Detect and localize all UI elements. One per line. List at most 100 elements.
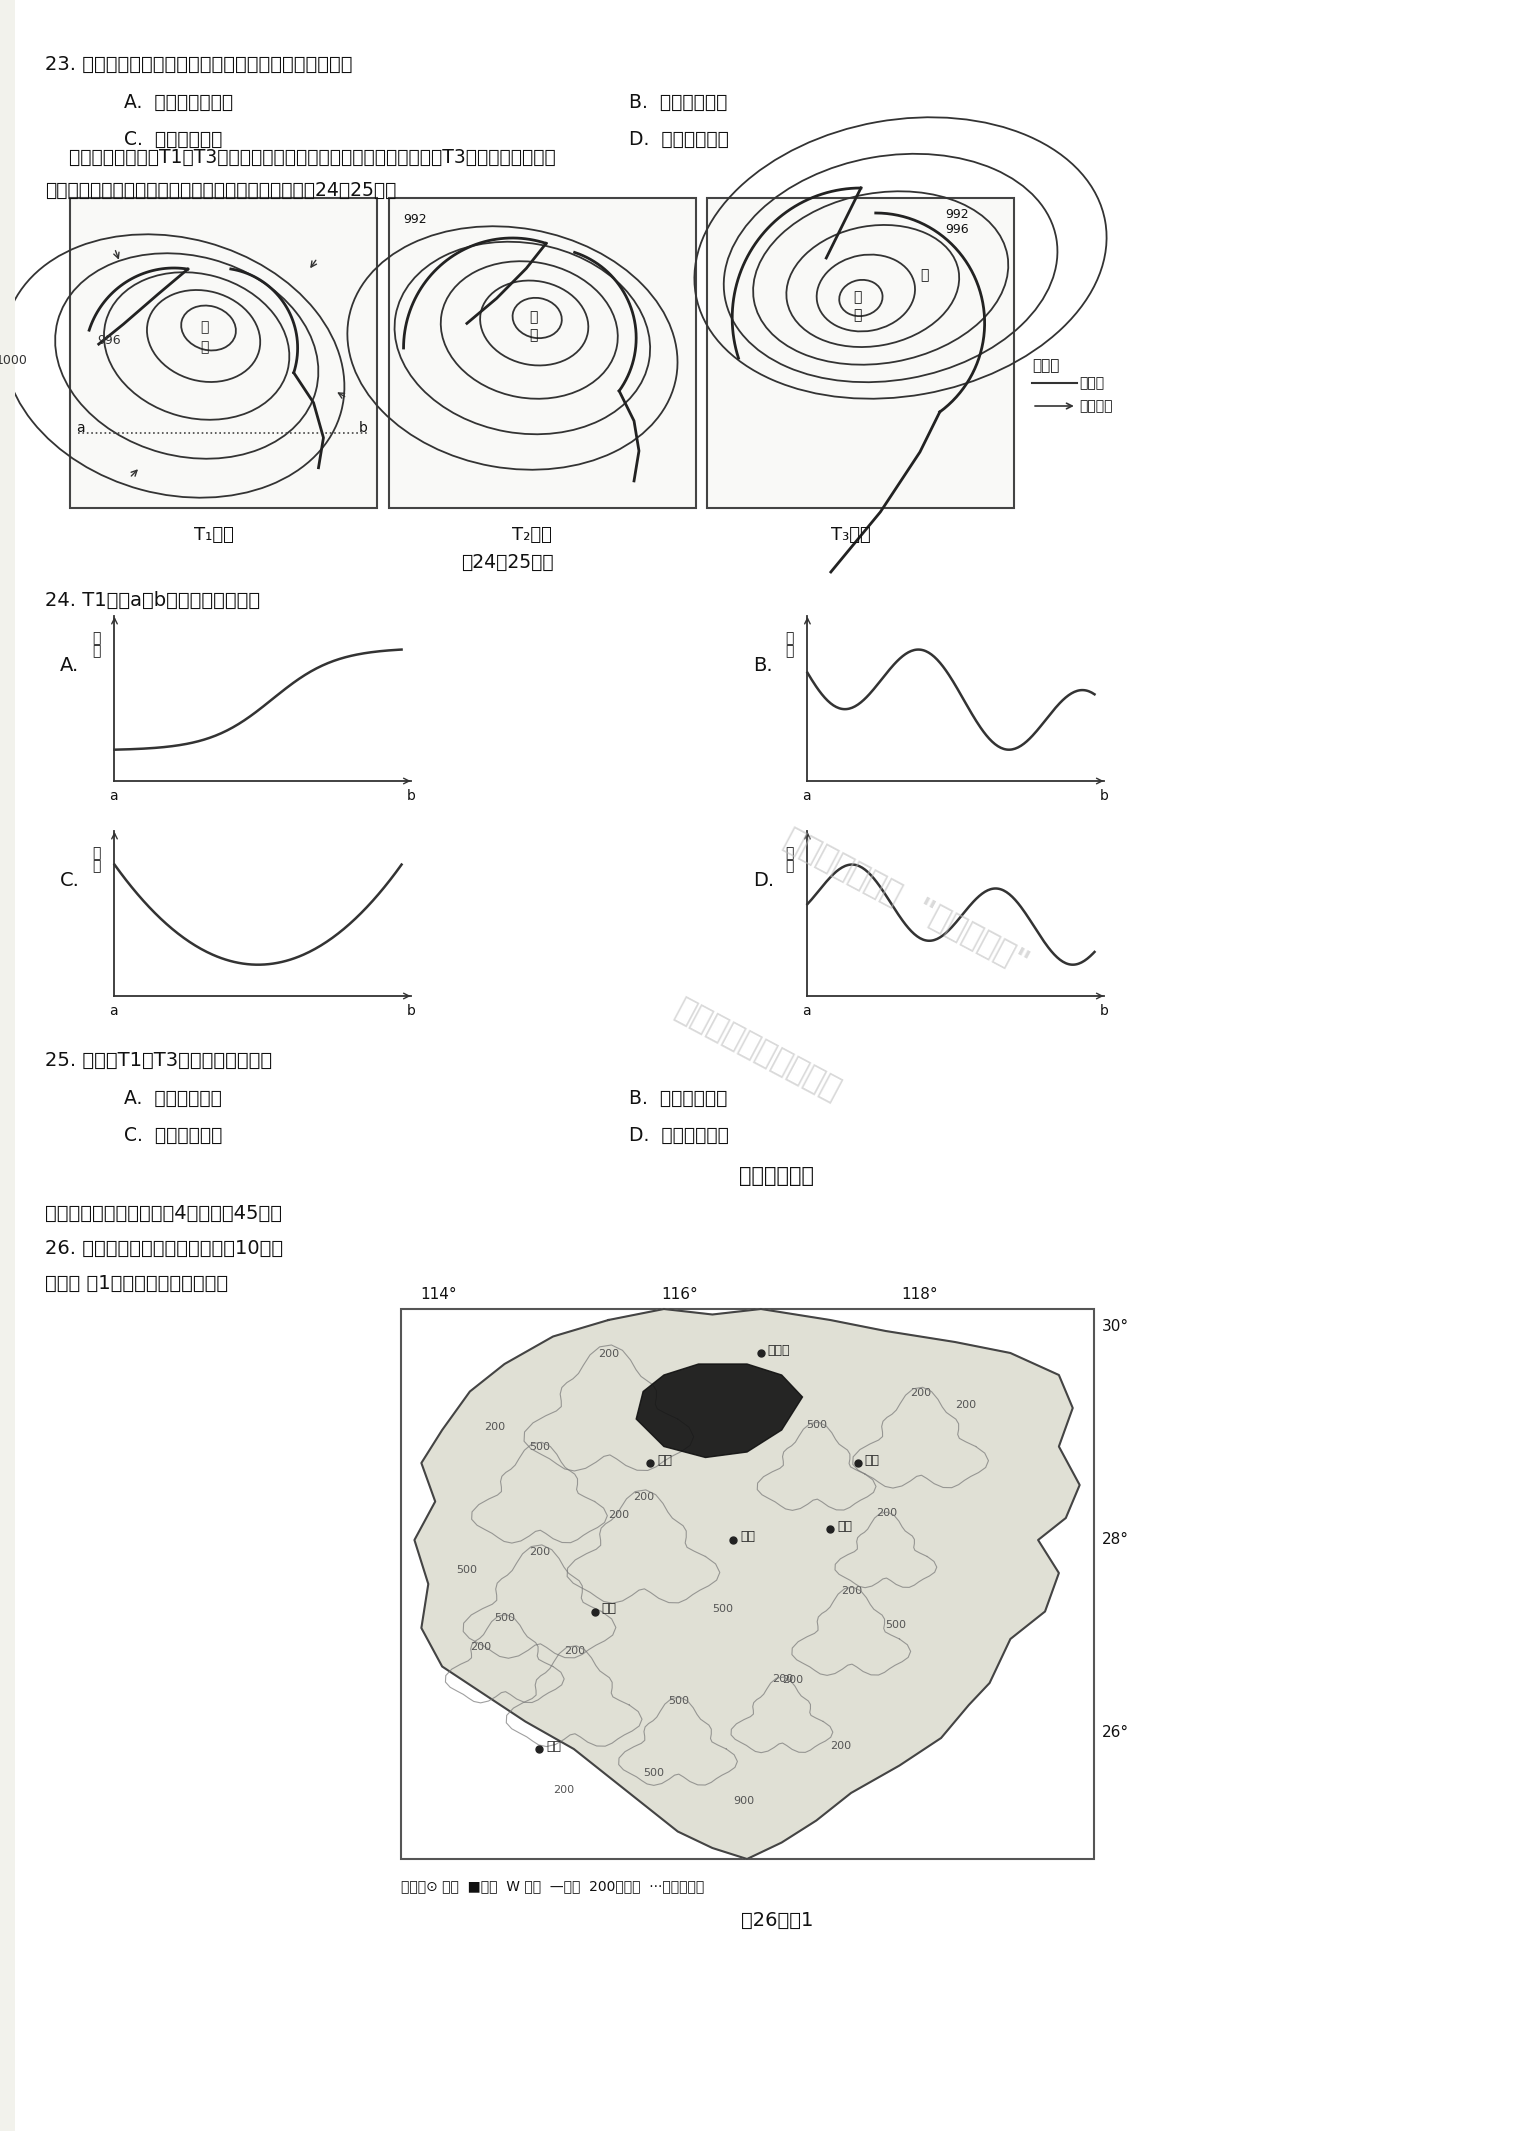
Text: 第24、25题图: 第24、25题图 — [461, 554, 554, 571]
Text: 1000: 1000 — [0, 354, 28, 367]
Text: C.  对外交流较早: C. 对外交流较早 — [125, 130, 223, 149]
Text: 200: 200 — [529, 1547, 551, 1558]
Text: 28°: 28° — [1101, 1532, 1129, 1547]
Text: 24. T1时刻a、b间气压变化规律是: 24. T1时刻a、b间气压变化规律是 — [45, 590, 260, 609]
Text: 200: 200 — [781, 1675, 803, 1686]
Text: 甲: 甲 — [200, 341, 209, 354]
Text: 200: 200 — [554, 1786, 574, 1794]
Text: 低: 低 — [529, 309, 538, 324]
Text: 气: 气 — [92, 846, 102, 861]
Text: 500: 500 — [886, 1620, 906, 1630]
Text: 低: 低 — [200, 320, 209, 335]
Text: 118°: 118° — [901, 1287, 938, 1302]
Text: 500: 500 — [667, 1696, 689, 1705]
Text: b: b — [358, 422, 368, 435]
Text: D.: D. — [754, 872, 774, 891]
Text: 996: 996 — [944, 224, 969, 237]
Text: 压: 压 — [786, 859, 794, 874]
Bar — [707, 198, 1015, 507]
Text: A.: A. — [60, 656, 80, 676]
Text: 500: 500 — [495, 1613, 515, 1624]
Text: 114°: 114° — [420, 1287, 457, 1302]
Text: C.  风速一直减小: C. 风速一直减小 — [125, 1125, 223, 1144]
Text: 200: 200 — [634, 1492, 654, 1502]
Text: 900: 900 — [734, 1796, 754, 1805]
Text: D.  科技水平领先: D. 科技水平领先 — [629, 130, 729, 149]
Text: 压: 压 — [92, 644, 102, 658]
Text: 992: 992 — [403, 213, 428, 226]
Text: T₂时刻: T₂时刻 — [512, 526, 552, 543]
Text: 吉安: 吉安 — [601, 1603, 617, 1615]
Text: 甲: 甲 — [529, 328, 538, 341]
Text: 甲: 甲 — [854, 309, 861, 322]
Text: 鹰潭: 鹰潭 — [837, 1519, 852, 1532]
Text: 500: 500 — [712, 1603, 734, 1613]
Text: 200: 200 — [841, 1585, 863, 1596]
Bar — [389, 198, 695, 507]
Text: 116°: 116° — [661, 1287, 698, 1302]
Text: 200: 200 — [471, 1643, 491, 1652]
Text: A.  化学工业基础好: A. 化学工业基础好 — [125, 94, 234, 113]
Text: 200: 200 — [955, 1400, 977, 1411]
Text: 材料一 图1是江西省区域地形图。: 材料一 图1是江西省区域地形图。 — [45, 1274, 228, 1294]
Text: a: a — [803, 1004, 811, 1019]
Text: a: a — [75, 422, 85, 435]
Text: 第26题图1: 第26题图1 — [741, 1912, 814, 1931]
Text: 200: 200 — [875, 1509, 897, 1519]
Text: b: b — [406, 1004, 415, 1019]
Text: 200: 200 — [564, 1645, 584, 1656]
Text: 非选择题部分: 非选择题部分 — [740, 1166, 814, 1187]
Polygon shape — [414, 1308, 1080, 1858]
Bar — [400, 1308, 1094, 1858]
Text: T₃时刻: T₃时刻 — [831, 526, 871, 543]
Text: 下图为华北某区域T1到T3时刻气旋周围锋面的分布与发展过程示意图。T3时刻卫星云图显示: 下图为华北某区域T1到T3时刻气旋周围锋面的分布与发展过程示意图。T3时刻卫星云… — [45, 147, 555, 166]
Text: b: b — [1100, 1004, 1109, 1019]
Text: 25. 甲地从T1到T3时段的天气现象是: 25. 甲地从T1到T3时段的天气现象是 — [45, 1051, 272, 1070]
Text: C.: C. — [60, 872, 80, 891]
Text: b: b — [1100, 788, 1109, 803]
Text: 赣州: 赣州 — [546, 1739, 561, 1752]
Text: 200: 200 — [772, 1673, 794, 1683]
Text: 图例：⊙ 城市  ■铜矿  W 钨矿  —省界  200等高线  ···河流、湖泊: 图例：⊙ 城市 ■铜矿 W 钨矿 —省界 200等高线 ···河流、湖泊 — [400, 1880, 704, 1892]
Text: b: b — [406, 788, 415, 803]
Text: 26°: 26° — [1101, 1724, 1129, 1741]
Text: 微信搜索小程序  "高考早知道": 微信搜索小程序 "高考早知道" — [780, 823, 1034, 976]
Text: 图例：: 图例： — [1032, 358, 1060, 373]
Text: 等压线: 等压线 — [1080, 375, 1104, 390]
Text: 200: 200 — [609, 1511, 629, 1519]
Text: 26. 阅读材料，完成下列问题。（10分）: 26. 阅读材料，完成下列问题。（10分） — [45, 1238, 283, 1257]
Bar — [69, 198, 377, 507]
Text: T₁时刻: T₁时刻 — [194, 526, 234, 543]
Text: 南昌: 南昌 — [657, 1453, 672, 1466]
Text: D.  天气终未晴朗: D. 天气终未晴朗 — [629, 1125, 729, 1144]
Text: 200: 200 — [910, 1387, 932, 1398]
Text: 压: 压 — [786, 644, 794, 658]
Text: B.  气温不断升高: B. 气温不断升高 — [629, 1089, 727, 1108]
Text: 鹰潭: 鹰潭 — [864, 1453, 880, 1466]
Text: 500: 500 — [806, 1421, 827, 1430]
Text: 23. 推测汕头市兴起我国第一家感光材料生产企业得益于: 23. 推测汕头市兴起我国第一家感光材料生产企业得益于 — [45, 55, 352, 75]
Text: 临川: 临川 — [740, 1530, 755, 1543]
Text: A.  气压不断降低: A. 气压不断降低 — [125, 1089, 223, 1108]
Text: a: a — [803, 788, 811, 803]
Text: B.  靠近发达地区: B. 靠近发达地区 — [629, 94, 727, 113]
Text: 低: 低 — [854, 290, 861, 305]
Text: 200: 200 — [598, 1349, 620, 1360]
Text: 200: 200 — [484, 1421, 504, 1432]
Text: B.: B. — [754, 656, 772, 676]
Text: a: a — [109, 1004, 118, 1019]
Text: 500: 500 — [643, 1769, 664, 1779]
Text: 气: 气 — [786, 631, 794, 646]
Text: 景德镇: 景德镇 — [767, 1343, 791, 1357]
Text: 气: 气 — [92, 631, 102, 646]
Text: 200: 200 — [831, 1741, 852, 1752]
Text: 500: 500 — [529, 1443, 551, 1453]
Text: 三、非选择题（本大题共4小题，共45分）: 三、非选择题（本大题共4小题，共45分） — [45, 1204, 281, 1223]
Polygon shape — [637, 1364, 803, 1458]
Text: a: a — [109, 788, 118, 803]
Text: 气流方向: 气流方向 — [1080, 398, 1114, 413]
Text: 996: 996 — [98, 335, 122, 347]
Text: 压: 压 — [92, 859, 102, 874]
Text: 992: 992 — [944, 209, 969, 222]
Text: 气: 气 — [786, 846, 794, 861]
